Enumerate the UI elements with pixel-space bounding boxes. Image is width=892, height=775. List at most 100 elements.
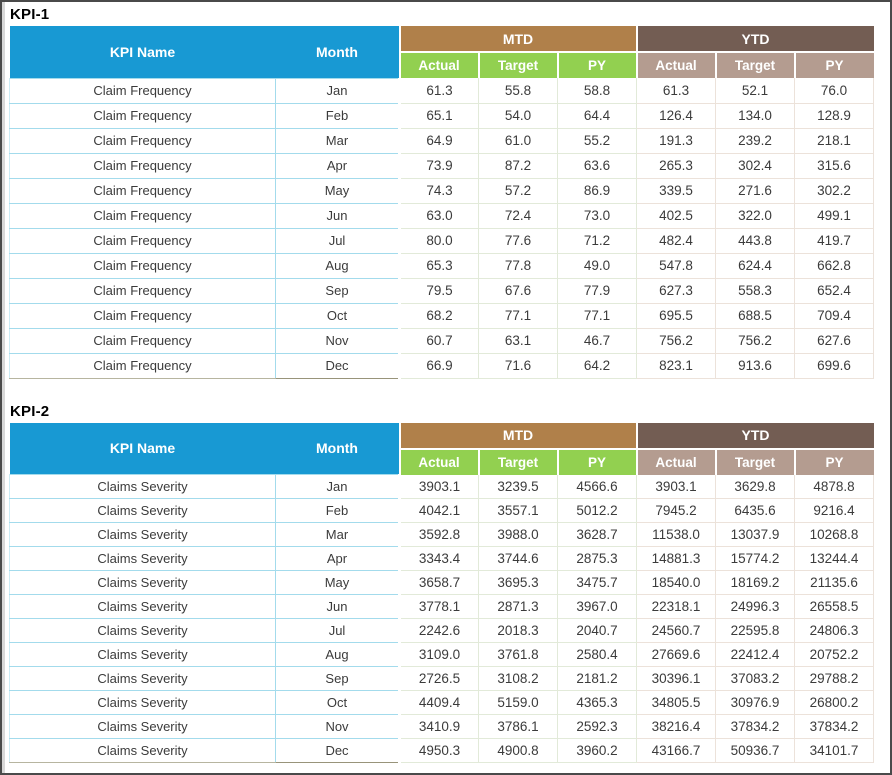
mtd-actual-cell: 73.9 xyxy=(398,152,479,179)
mtd-actual-header: Actual xyxy=(398,448,479,475)
month-cell: Feb xyxy=(275,102,400,129)
ytd-actual-cell: 3903.1 xyxy=(636,474,716,499)
month-cell: Jun xyxy=(275,202,400,229)
kpi-name-cell: Claims Severity xyxy=(9,714,276,739)
table-row: Claims Severity Jul 2242.6 2018.3 2040.7 2456… xyxy=(9,618,874,643)
mtd-target-cell: 3108.2 xyxy=(478,666,558,691)
mtd-py-cell: 4365.3 xyxy=(557,690,637,715)
table-row: Claim Frequency Jul 80.0 77.6 71.2 482.4 443.8… xyxy=(9,227,874,254)
ytd-target-cell: 134.0 xyxy=(715,102,795,129)
ytd-target-cell: 15774.2 xyxy=(715,546,795,571)
mtd-actual-cell: 60.7 xyxy=(398,327,479,354)
mtd-target-cell: 3786.1 xyxy=(478,714,558,739)
ytd-actual-cell: 402.5 xyxy=(636,202,716,229)
month-cell: Sep xyxy=(275,666,400,691)
mtd-py-cell: 4566.6 xyxy=(557,474,637,499)
ytd-py-cell: 24806.3 xyxy=(794,618,874,643)
mtd-py-cell: 3967.0 xyxy=(557,594,637,619)
ytd-actual-cell: 265.3 xyxy=(636,152,716,179)
table-row: Claim Frequency Aug 65.3 77.8 49.0 547.8 624.4… xyxy=(9,252,874,279)
mtd-target-cell: 72.4 xyxy=(478,202,558,229)
mtd-actual-cell: 3592.8 xyxy=(398,522,479,547)
mtd-actual-cell: 65.1 xyxy=(398,102,479,129)
ytd-target-cell: 6435.6 xyxy=(715,498,795,523)
mtd-py-cell: 3960.2 xyxy=(557,738,637,763)
ytd-py-header: PY xyxy=(793,52,874,78)
sheet-left-gutter xyxy=(2,2,5,773)
ytd-actual-cell: 30396.1 xyxy=(636,666,716,691)
table-row: Claim Frequency Mar 64.9 61.0 55.2 191.3 239.2… xyxy=(9,127,874,154)
mtd-py-cell: 2181.2 xyxy=(557,666,637,691)
ytd-target-cell: 30976.9 xyxy=(715,690,795,715)
mtd-actual-cell: 3109.0 xyxy=(398,642,479,667)
kpi1-section: KPI-1 KPI Name Month MTD YTD Actual Targ… xyxy=(9,6,890,379)
ytd-py-cell: 34101.7 xyxy=(794,738,874,763)
kpi-name-cell: Claims Severity xyxy=(9,666,276,691)
ytd-py-cell: 20752.2 xyxy=(794,642,874,667)
ytd-py-cell: 419.7 xyxy=(794,227,874,254)
ytd-py-cell: 76.0 xyxy=(794,78,874,104)
kpi2-title: KPI-2 xyxy=(10,402,50,420)
ytd-actual-cell: 24560.7 xyxy=(636,618,716,643)
ytd-actual-header: Actual xyxy=(635,448,716,475)
table-row: Claims Severity Sep 2726.5 3108.2 2181.2 3039… xyxy=(9,666,874,691)
mtd-py-cell: 64.4 xyxy=(557,102,637,129)
kpi-name-cell: Claim Frequency xyxy=(9,202,276,229)
sub-header-row: Actual Target PY Actual Target PY xyxy=(10,448,874,475)
mtd-target-cell: 61.0 xyxy=(478,127,558,154)
month-cell: May xyxy=(275,570,400,595)
kpi-name-column-header: KPI Name xyxy=(9,422,276,475)
ytd-actual-cell: 22318.1 xyxy=(636,594,716,619)
mtd-py-cell: 71.2 xyxy=(557,227,637,254)
mtd-actual-cell: 3903.1 xyxy=(398,474,479,499)
kpi2-table: KPI Name Month MTD YTD Actual Target PY … xyxy=(9,422,874,763)
mtd-py-cell: 46.7 xyxy=(557,327,637,354)
kpi-name-cell: Claims Severity xyxy=(9,738,276,763)
mtd-py-cell: 86.9 xyxy=(557,177,637,204)
ytd-actual-cell: 14881.3 xyxy=(636,546,716,571)
table-row: Claim Frequency Apr 73.9 87.2 63.6 265.3 302.4… xyxy=(9,152,874,179)
mtd-target-cell: 57.2 xyxy=(478,177,558,204)
kpi-name-cell: Claims Severity xyxy=(9,522,276,547)
kpi-name-cell: Claim Frequency xyxy=(9,152,276,179)
month-cell: Feb xyxy=(275,498,400,523)
month-cell: May xyxy=(275,177,400,204)
ytd-actual-cell: 7945.2 xyxy=(636,498,716,523)
mtd-actual-cell: 63.0 xyxy=(398,202,479,229)
ytd-actual-cell: 126.4 xyxy=(636,102,716,129)
mtd-py-cell: 64.2 xyxy=(557,352,637,379)
mtd-target-cell: 2871.3 xyxy=(478,594,558,619)
mtd-target-cell: 3761.8 xyxy=(478,642,558,667)
month-column-header: Month xyxy=(275,26,400,78)
ytd-target-header: Target xyxy=(714,52,795,78)
kpi-name-cell: Claim Frequency xyxy=(9,227,276,254)
mtd-py-cell: 63.6 xyxy=(557,152,637,179)
ytd-py-cell: 4878.8 xyxy=(794,474,874,499)
mtd-target-cell: 87.2 xyxy=(478,152,558,179)
table-row: Claim Frequency May 74.3 57.2 86.9 339.5 271.6… xyxy=(9,177,874,204)
kpi-name-cell: Claims Severity xyxy=(9,570,276,595)
ytd-target-header: Target xyxy=(714,448,795,475)
table-row: Claims Severity Oct 4409.4 5159.0 4365.3 3480… xyxy=(9,690,874,715)
month-cell: Mar xyxy=(275,522,400,547)
mtd-actual-cell: 80.0 xyxy=(398,227,479,254)
kpi-name-cell: Claim Frequency xyxy=(9,177,276,204)
mtd-target-cell: 2018.3 xyxy=(478,618,558,643)
kpi-name-cell: Claims Severity xyxy=(9,690,276,715)
table-row: Claim Frequency Nov 60.7 63.1 46.7 756.2 756.2… xyxy=(9,327,874,354)
ytd-target-cell: 37083.2 xyxy=(715,666,795,691)
mtd-actual-header: Actual xyxy=(398,52,479,78)
sub-header-row: Actual Target PY Actual Target PY xyxy=(10,52,874,78)
ytd-py-cell: 26558.5 xyxy=(794,594,874,619)
ytd-py-cell: 9216.4 xyxy=(794,498,874,523)
table-row: Claim Frequency Jun 63.0 72.4 73.0 402.5 322.0… xyxy=(9,202,874,229)
mtd-py-cell: 2580.4 xyxy=(557,642,637,667)
ytd-target-cell: 22412.4 xyxy=(715,642,795,667)
mtd-py-cell: 3628.7 xyxy=(557,522,637,547)
mtd-target-cell: 77.8 xyxy=(478,252,558,279)
mtd-actual-cell: 64.9 xyxy=(398,127,479,154)
ytd-target-cell: 37834.2 xyxy=(715,714,795,739)
table-row: Claims Severity May 3658.7 3695.3 3475.7 1854… xyxy=(9,570,874,595)
mtd-actual-cell: 66.9 xyxy=(398,352,479,379)
